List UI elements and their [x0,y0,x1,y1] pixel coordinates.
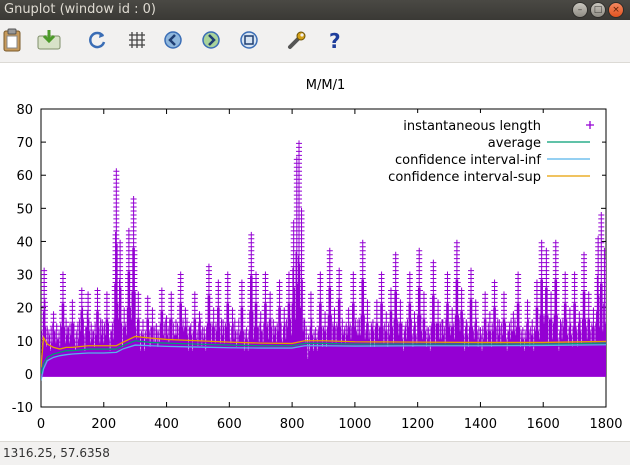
print-icon [37,30,61,50]
preferences-button[interactable] [284,27,310,53]
y-tick-label: 70 [16,136,33,151]
window-titlebar: Gnuplot (window id : 0) – □ × [0,0,630,20]
minimize-button[interactable]: – [572,2,588,18]
cursor-coordinates: 1316.25, 57.6358 [3,446,110,460]
status-bar: 1316.25, 57.6358 [0,441,630,465]
svg-text:?: ? [329,29,341,51]
wrench-icon [288,31,306,49]
series-line-3 [41,335,606,368]
x-tick-label: 1800 [589,417,622,432]
copy-to-clipboard-button[interactable] [0,27,26,53]
grid-icon [129,32,145,48]
y-tick-label: -10 [12,401,33,416]
autoscale-button[interactable] [236,27,262,53]
zoom-previous-button[interactable] [160,27,186,53]
replot-icon [89,31,106,49]
maximize-button[interactable]: □ [590,2,606,18]
zoom-previous-icon [164,31,182,49]
y-tick-label: 30 [16,269,33,284]
chart-title: M/M/1 [306,78,345,93]
y-tick-label: 60 [16,169,33,184]
instantaneous-length-points [41,140,606,377]
toolbar: ? [0,20,630,63]
series-line-2 [41,344,606,381]
help-button[interactable]: ? [322,27,348,53]
x-tick-label: 600 [217,417,242,432]
y-tick-label: 20 [16,302,33,317]
plot-border [40,108,607,408]
y-tick-label: 40 [16,235,33,250]
plot-area[interactable]: M/M/1 -10 0 10 20 30 40 50 60 70 80 0 200 400 600 800 10… [0,63,630,441]
series-line-1 [41,340,606,375]
close-button[interactable]: × [608,2,624,18]
y-tick-label: 80 [16,103,33,118]
clipboard-icon [3,28,21,52]
help-icon: ? [329,29,341,51]
toggle-grid-button[interactable] [124,27,150,53]
y-tick-label: 0 [25,368,33,383]
legend-label: confidence interval-sup [388,170,541,185]
x-tick-label: 1400 [464,417,497,432]
x-tick-label: 400 [154,417,179,432]
legend-label: instantaneous length [403,119,541,134]
x-tick-label: 1000 [338,417,371,432]
autoscale-icon [240,31,258,49]
legend-marker [586,121,594,129]
x-tick-label: 1200 [401,417,434,432]
print-button[interactable] [36,27,62,53]
legend-label: average [488,136,541,151]
x-tick-label: 1600 [527,417,560,432]
x-tick-label: 800 [280,417,305,432]
zoom-next-button[interactable] [198,27,224,53]
series-instantaneous-length [41,140,606,377]
window-title: Gnuplot (window id : 0) [4,2,156,17]
replot-button[interactable] [84,27,110,53]
zoom-next-icon [202,31,220,49]
x-tick-label: 0 [37,417,45,432]
x-tick-label: 200 [91,417,116,432]
y-tick-label: 10 [16,335,33,350]
legend-label: confidence interval-inf [395,153,541,168]
y-tick-label: 50 [16,202,33,217]
series-group [41,140,606,381]
